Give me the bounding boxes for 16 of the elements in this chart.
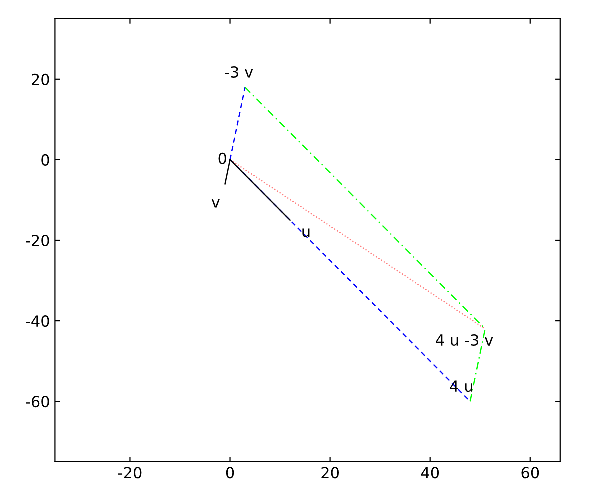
x-tick-label: 40 — [421, 467, 440, 479]
annotation: 0 — [218, 152, 226, 164]
x-tick-label: 0 — [226, 467, 234, 479]
annotation: u — [302, 228, 310, 238]
y-tick-label: -60 — [26, 396, 50, 408]
annotation: 4 u -3 v — [436, 334, 494, 346]
annotation: v — [212, 199, 220, 208]
x-tick-label: 20 — [322, 467, 340, 479]
x-tick-label: -20 — [118, 467, 142, 479]
y-tick-label: 20 — [32, 74, 50, 86]
y-tick-label: 0 — [42, 154, 50, 166]
annotation: 4 u — [450, 380, 472, 392]
annotation: -3 v — [225, 66, 254, 78]
y-tick-label: -20 — [26, 234, 50, 247]
x-tick-label: 60 — [522, 467, 540, 479]
y-tick-label: -40 — [26, 316, 50, 328]
